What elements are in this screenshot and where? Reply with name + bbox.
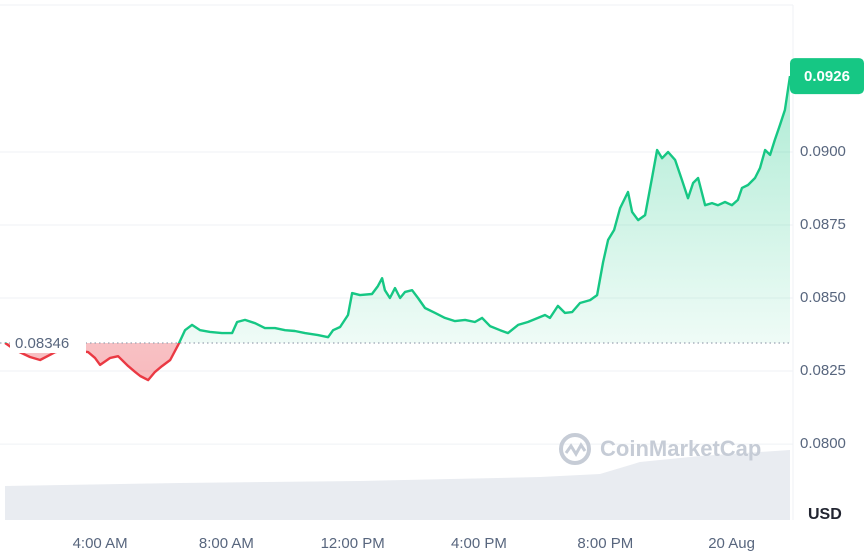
last-price-label: 0.0926 (804, 68, 850, 85)
price-line (5, 75, 792, 344)
price-line-below (4, 343, 181, 382)
x-tick-label: 8:00 AM (199, 535, 254, 552)
y-tick-label: 0.0850 (800, 289, 846, 306)
watermark: CoinMarketCap (559, 433, 761, 465)
y-tick-label: 0.0875 (800, 216, 846, 233)
area-above (5, 76, 790, 344)
y-tick-label: 0.0900 (800, 143, 846, 160)
y-unit: USD (808, 506, 842, 523)
x-tick-label: 8:00 PM (577, 535, 633, 552)
x-tick-label: 20 Aug (708, 535, 755, 552)
last-price-tag (790, 58, 864, 95)
volume-backdrop (5, 450, 790, 520)
x-tick-label: 4:00 AM (73, 535, 128, 552)
x-tick-label: 4:00 PM (451, 535, 507, 552)
baseline-label-bg (10, 333, 86, 354)
baseline-label: 0.08346 (15, 335, 69, 352)
x-tick-label: 12:00 PM (321, 535, 385, 552)
y-tick-label: 0.0800 (800, 435, 846, 452)
watermark-text: CoinMarketCap (600, 436, 761, 461)
y-tick-label: 0.0825 (800, 362, 846, 379)
